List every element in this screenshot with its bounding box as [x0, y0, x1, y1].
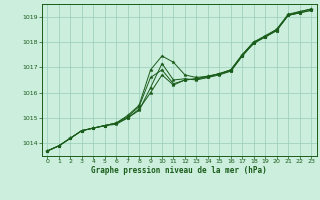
X-axis label: Graphe pression niveau de la mer (hPa): Graphe pression niveau de la mer (hPa): [91, 166, 267, 175]
